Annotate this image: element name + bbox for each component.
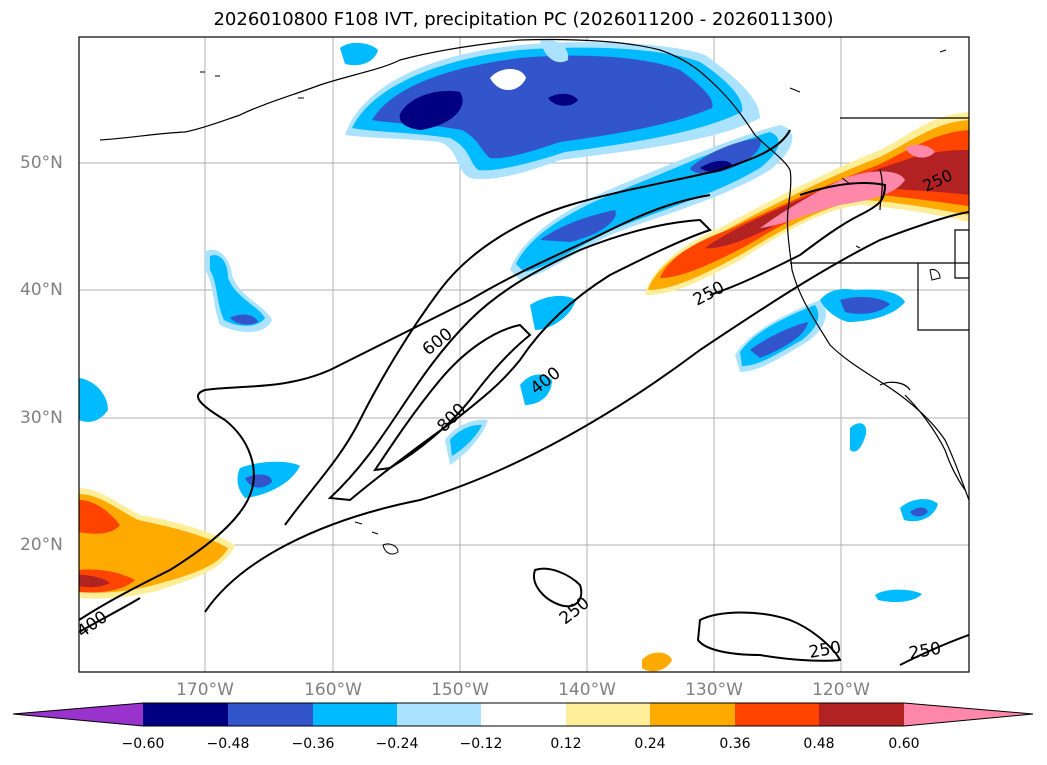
colorbar-extend-max [904,703,1033,726]
ivt-contours [79,129,969,666]
contour-labels: 600 800 400 250 250 250 250 400 250 [79,165,955,664]
negative-precip-band-ne-pacific [510,125,793,280]
lat-tick-label: 50°N [20,153,63,173]
colorbar-tick-label: 0.24 [634,736,666,752]
colorbar-tick-label: 0.36 [719,736,751,752]
colorbar-segment [735,703,819,726]
lon-tick-label: 170°W [176,680,234,700]
negative-precip-area-gulf-alaska [345,42,760,180]
positive-precip-area-west-coast [645,112,969,296]
colorbar-tick-label: −0.24 [375,736,419,752]
colorbar-tick-label: −0.36 [291,736,335,752]
contour-label: 250 [807,638,842,663]
plot-frame [78,36,970,673]
lat-tick-label: 30°N [20,408,63,428]
coastlines [99,38,969,501]
contour-label: 250 [556,593,594,629]
contour-label: 250 [907,639,942,664]
colorbar-outline [12,702,1034,727]
lon-tick-label: 130°W [685,680,743,700]
colorbar-segment [143,703,228,726]
lon-tick-label: 160°W [304,680,362,700]
negative-precip-small-areas [79,39,938,602]
colorbar-segment [819,703,904,726]
colorbar-tick-label: 0.48 [803,736,835,752]
lon-tick-label: 150°W [431,680,489,700]
colorbar [12,702,1034,727]
colorbar-tick-label: −0.12 [459,736,503,752]
contour-label: 600 [419,324,457,360]
colorbar-tick-label: 0.60 [888,736,920,752]
islands [200,49,947,555]
positive-precip-area-hawaii [79,488,672,672]
lon-tick-label: 120°W [812,680,870,700]
colorbar-segment [650,703,735,726]
lat-tick-label: 40°N [20,280,63,300]
map-title: 2026010800 F108 IVT, precipitation PC (2… [213,9,834,30]
colorbar-tick-label: −0.48 [206,736,250,752]
colorbar-segment [481,703,566,726]
colorbar-segment [397,703,481,726]
lat-tick-label: 20°N [20,535,63,555]
colorbar-segment [313,703,397,726]
colorbar-tick-label: −0.60 [121,736,165,752]
colorbar-segment [566,703,650,726]
colorbar-extend-min [13,703,143,726]
colorbar-tick-label: 0.12 [550,736,582,752]
colorbar-segment [228,703,313,726]
lon-tick-label: 140°W [558,680,616,700]
